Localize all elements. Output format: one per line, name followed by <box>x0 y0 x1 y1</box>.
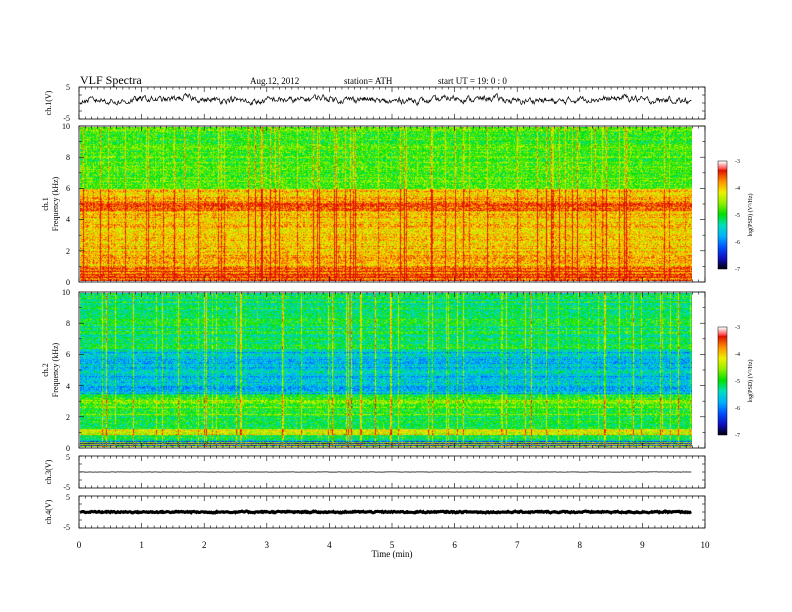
ch4-ytick-top: 5 <box>66 493 70 502</box>
xtick-0: 0 <box>77 540 82 550</box>
axis-ticks <box>78 86 706 529</box>
ch1-spectrogram-image <box>80 127 692 281</box>
ch1spec-ylabel-freq: Frequency (kHz) <box>51 176 60 231</box>
xtick-2: 2 <box>202 540 207 550</box>
ch2spec-ytick-2: 2 <box>66 413 70 422</box>
ch2spec-ylabel-channel: ch.2 <box>41 363 50 377</box>
xtick-9: 9 <box>640 540 645 550</box>
ch1-colorbar-image <box>718 161 727 269</box>
xtick-6: 6 <box>452 540 457 550</box>
ch3-ytick-bottom: -5 <box>63 483 70 492</box>
ch2spec-ytick-4: 4 <box>66 382 70 391</box>
xtick-3: 3 <box>265 540 270 550</box>
ch1-waveform-trace <box>79 92 692 107</box>
ch1-cbar-tick-m5: -5 <box>735 213 740 219</box>
ch1-cbar-tick-m6: -6 <box>735 240 740 246</box>
ch1spec-ylabel-channel: ch.1 <box>41 197 50 211</box>
ch3-ytick-top: 5 <box>66 453 70 462</box>
ch2-colorbar-frame <box>717 326 728 436</box>
ch2spec-ytick-0: 0 <box>66 444 70 453</box>
ch4-ytick-bottom: -5 <box>63 523 70 532</box>
ch1-colorbar: -3 -4 -5 -6 -7 log(PSD) (V²/Hz) <box>717 159 754 273</box>
ch2spec-ylabel-freq: Frequency (kHz) <box>51 342 60 397</box>
ch1spec-ytick-0: 0 <box>66 278 70 287</box>
figure-title: VLF Spectra <box>80 73 142 87</box>
ch1-cbar-label: log(PSD) (V²/Hz) <box>747 194 754 237</box>
ch1-cbar-tick-m4: -4 <box>735 186 740 192</box>
xtick-1: 1 <box>139 540 144 550</box>
ch2-cbar-tick-m3: -3 <box>735 325 740 331</box>
ch1-ytick-top: 5 <box>66 83 70 92</box>
ch1-ytick-bottom: -5 <box>63 114 70 123</box>
start-ut-label: start UT = 19: 0 : 0 <box>438 76 507 86</box>
xtick-7: 7 <box>515 540 520 550</box>
ch1spec-ytick-4: 4 <box>66 215 70 224</box>
ch2-spectrogram-image <box>80 293 692 447</box>
x-axis-label: Time (min) <box>372 549 413 559</box>
ch1spec-ytick-10: 10 <box>62 122 70 131</box>
ch3-ylabel: ch.3(V) <box>44 459 53 484</box>
ch2-colorbar-image <box>718 327 727 435</box>
ch2-cbar-tick-m7: -7 <box>735 433 740 439</box>
xtick-8: 8 <box>578 540 583 550</box>
ch2-colorbar: -3 -4 -5 -6 -7 log(PSD) (V²/Hz) <box>717 325 754 439</box>
ch4-ylabel: ch.4(V) <box>44 499 53 524</box>
date-label: Aug.12, 2012 <box>250 76 299 86</box>
ch2-cbar-tick-m4: -4 <box>735 352 740 358</box>
station-label: station= ATH <box>344 76 393 86</box>
ch2spec-ytick-8: 8 <box>66 319 70 328</box>
ch1spec-ytick-6: 6 <box>66 184 70 193</box>
xtick-10: 10 <box>701 540 711 550</box>
ch2spec-ytick-6: 6 <box>66 350 70 359</box>
ch2spec-ytick-10: 10 <box>62 288 70 297</box>
xtick-4: 4 <box>327 540 332 550</box>
ch2-cbar-tick-m5: -5 <box>735 379 740 385</box>
ch1-cbar-tick-m3: -3 <box>735 159 740 165</box>
xtick-5: 5 <box>390 540 395 550</box>
ch2-cbar-tick-m6: -6 <box>735 406 740 412</box>
ch1spec-ytick-8: 8 <box>66 153 70 162</box>
ch1-colorbar-frame <box>717 160 728 270</box>
ch2-cbar-label: log(PSD) (V²/Hz) <box>747 360 754 403</box>
ch1spec-ytick-2: 2 <box>66 247 70 256</box>
ch1-cbar-tick-m7: -7 <box>735 267 740 273</box>
ch1-ylabel: ch.1(V) <box>44 90 53 115</box>
ch4-waveform-trace <box>79 509 692 515</box>
